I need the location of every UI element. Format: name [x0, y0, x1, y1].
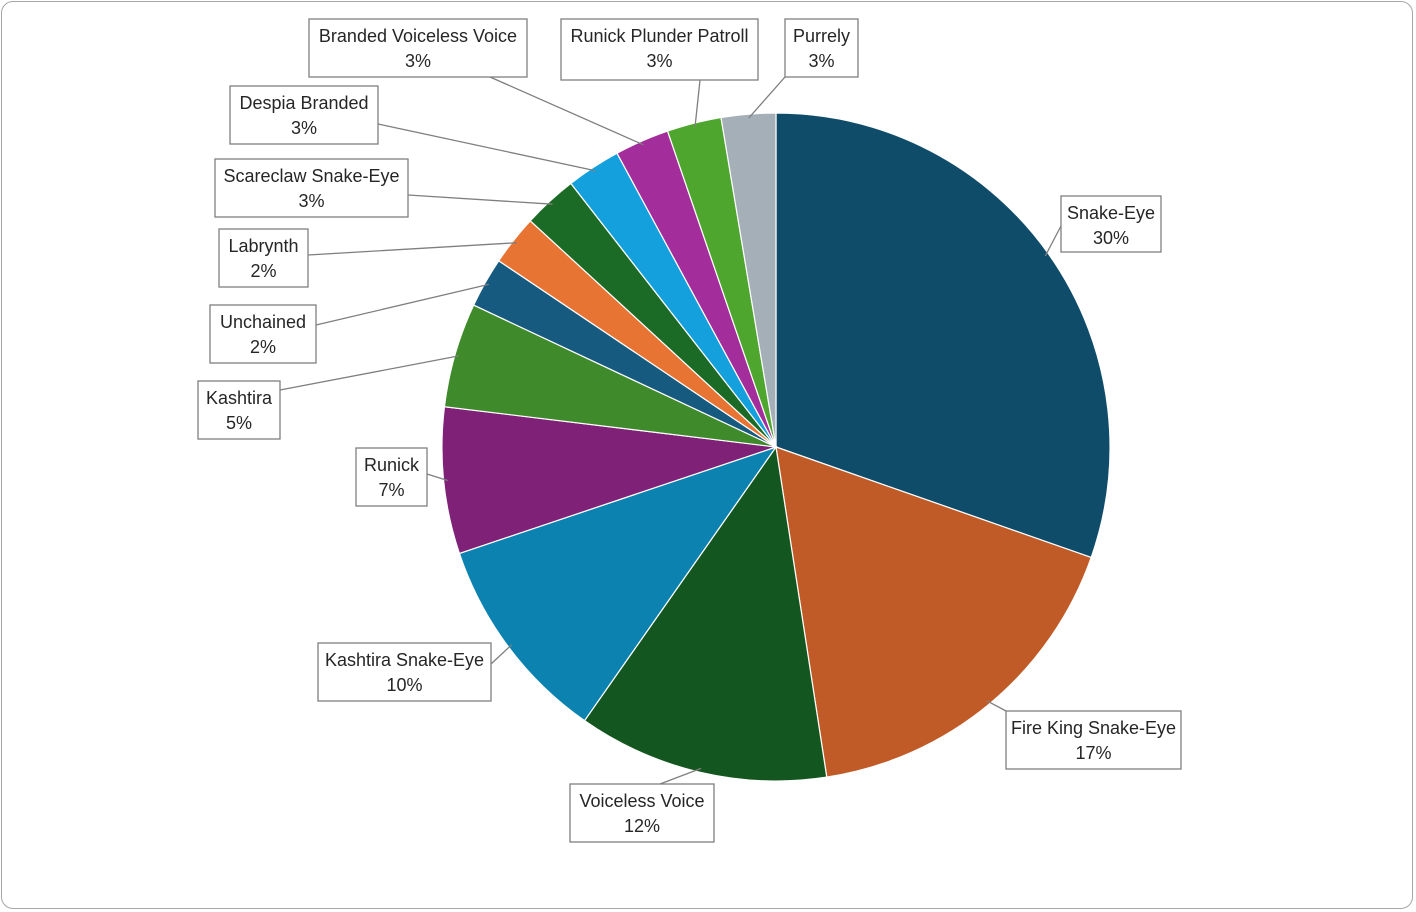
data-label-category: Snake-Eye	[1067, 203, 1155, 223]
data-label: Snake-Eye 30%	[1060, 195, 1162, 253]
data-label-box	[197, 380, 281, 440]
data-label: Purrely 3%	[784, 18, 859, 78]
leader-line	[307, 242, 517, 256]
data-labels: Snake-Eye 30% Fire King Snake-Eye 17% Voicel…	[197, 18, 1182, 843]
data-label: Runick Plunder Patroll 3%	[560, 18, 759, 81]
data-label-box	[1060, 195, 1162, 253]
leader-line	[489, 76, 644, 146]
data-label-box	[308, 18, 528, 78]
pie-slice-fire-king-snake-eye	[775, 446, 1092, 778]
data-label: Branded Voiceless Voice 3%	[308, 18, 528, 78]
data-label-box	[214, 158, 409, 218]
leader-line	[1044, 225, 1062, 257]
leader-line	[986, 700, 1007, 712]
data-label: Unchained 2%	[209, 304, 317, 364]
data-label-percentage: 2%	[250, 337, 276, 357]
data-label-box	[218, 228, 309, 288]
data-label-percentage: 7%	[378, 480, 404, 500]
data-label-category: Scareclaw Snake-Eye	[223, 166, 399, 186]
data-label-box	[784, 18, 859, 78]
data-label-percentage: 2%	[250, 261, 276, 281]
data-label: Voiceless Voice 12%	[569, 783, 715, 843]
leader-lines	[279, 76, 1062, 785]
data-label-category: Labrynth	[228, 236, 298, 256]
leader-line	[407, 194, 553, 205]
data-label-box	[569, 783, 715, 843]
data-label-category: Despia Branded	[239, 93, 368, 113]
data-label: Kashtira 5%	[197, 380, 281, 440]
data-label: Kashtira Snake-Eye 10%	[317, 642, 492, 702]
data-label-box	[355, 447, 428, 507]
leader-line	[377, 123, 596, 172]
leader-line	[426, 473, 448, 482]
data-label-category: Branded Voiceless Voice	[319, 26, 517, 46]
data-label-category: Unchained	[220, 312, 306, 332]
data-label-category: Voiceless Voice	[579, 791, 704, 811]
data-label-percentage: 30%	[1093, 228, 1129, 248]
data-label-percentage: 3%	[291, 118, 317, 138]
data-label-category: Fire King Snake-Eye	[1011, 718, 1176, 738]
leader-line	[694, 79, 701, 128]
data-label: Scareclaw Snake-Eye 3%	[214, 158, 409, 218]
pie-slice-purrely	[720, 112, 777, 448]
data-label-percentage: 5%	[226, 413, 252, 433]
data-label: Labrynth 2%	[218, 228, 309, 288]
pie-slice-snake-eye	[775, 112, 1111, 559]
pie-slices	[441, 112, 1111, 782]
data-label-category: Runick Plunder Patroll	[570, 26, 748, 46]
data-label-category: Kashtira Snake-Eye	[325, 650, 484, 670]
data-label-percentage: 3%	[405, 51, 431, 71]
leader-line	[279, 355, 459, 391]
leader-line	[748, 76, 786, 119]
leader-line	[315, 283, 489, 326]
leader-line	[659, 767, 702, 785]
data-label-percentage: 10%	[386, 675, 422, 695]
data-label-percentage: 12%	[624, 816, 660, 836]
data-label-percentage: 3%	[646, 51, 672, 71]
pie-slice-runick	[441, 406, 777, 555]
data-label-category: Kashtira	[206, 388, 273, 408]
data-label-category: Purrely	[793, 26, 850, 46]
data-label-box	[560, 18, 759, 81]
data-label-percentage: 3%	[298, 191, 324, 211]
data-label-box	[1005, 710, 1182, 770]
data-label-percentage: 3%	[808, 51, 834, 71]
data-label-category: Runick	[364, 455, 420, 475]
data-label-percentage: 17%	[1075, 743, 1111, 763]
data-label: Fire King Snake-Eye 17%	[1005, 710, 1182, 770]
data-label: Runick 7%	[355, 447, 428, 507]
data-label-box	[209, 304, 317, 364]
pie-slice-voiceless-voice	[583, 445, 828, 782]
data-label-box	[229, 85, 379, 145]
leader-line	[490, 644, 513, 665]
data-label: Despia Branded 3%	[229, 85, 379, 145]
data-label-box	[317, 642, 492, 702]
